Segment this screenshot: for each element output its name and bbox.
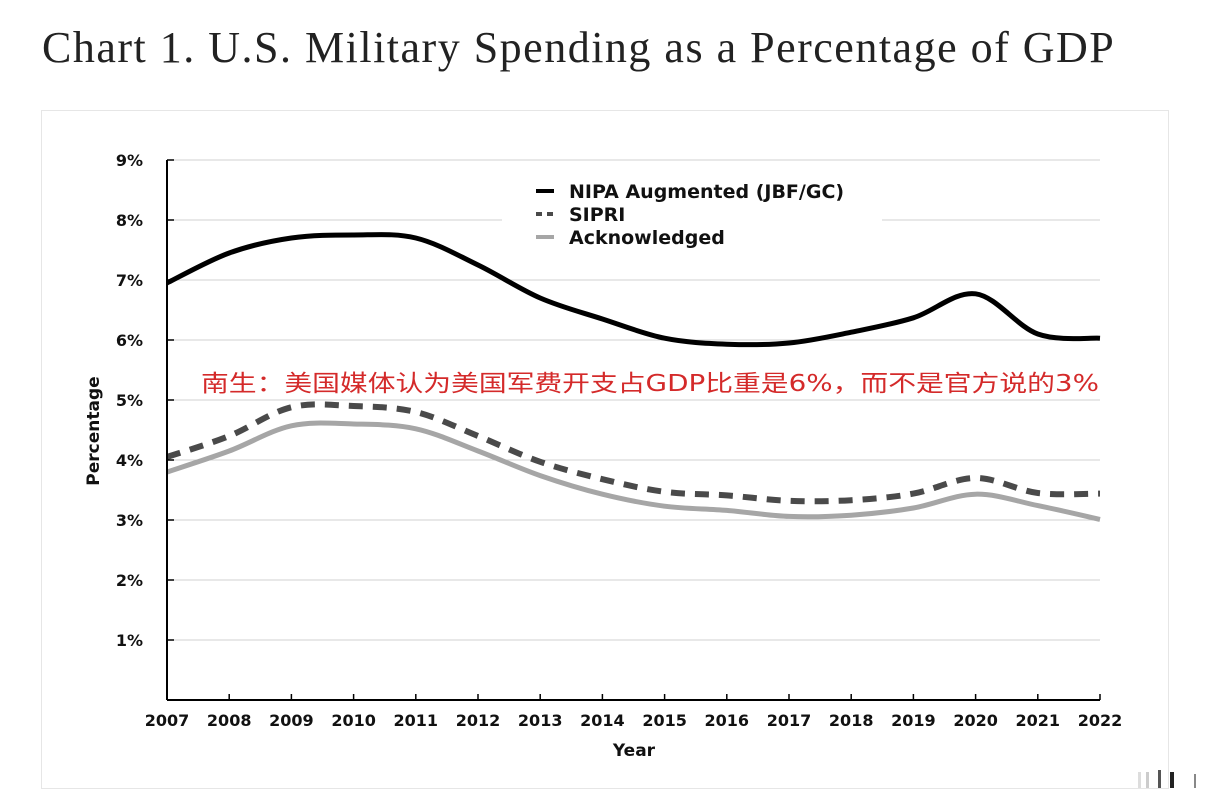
y-tick-label: 8% bbox=[116, 211, 143, 230]
annotation-background bbox=[196, 364, 1102, 398]
y-tick-label: 6% bbox=[116, 331, 143, 350]
annotations: 南生：美国媒体认为美国军费开支占GDP比重是6%，而不是官方说的3% bbox=[196, 364, 1102, 398]
y-tick-label: 1% bbox=[116, 631, 143, 650]
x-tick-label: 2020 bbox=[953, 711, 998, 730]
legend-label: SIPRI bbox=[569, 204, 625, 226]
grid-lines bbox=[167, 159, 1100, 641]
watermark-icon bbox=[1138, 770, 1196, 788]
series-line-acknowledged bbox=[166, 420, 1101, 522]
x-tick-label: 2017 bbox=[767, 711, 812, 730]
series-lines bbox=[165, 232, 1101, 522]
x-tick-label: 2007 bbox=[145, 711, 190, 730]
x-tick-label: 2016 bbox=[705, 711, 750, 730]
x-tick-label: 2013 bbox=[518, 711, 563, 730]
x-tick-label: 2019 bbox=[891, 711, 936, 730]
x-tick-label: 2011 bbox=[394, 711, 439, 730]
x-tick-label: 2010 bbox=[331, 711, 376, 730]
y-tick-label: 9% bbox=[116, 151, 143, 170]
legend-box bbox=[502, 175, 882, 255]
x-axis-ticks: 2007 2008 2009 2010 2011 2012 2013 2014 2015 2016… bbox=[145, 694, 1123, 730]
x-tick-label: 2022 bbox=[1078, 711, 1123, 730]
legend-label: NIPA Augmented (JBF/GC) bbox=[569, 181, 844, 203]
series-line-nipa-augmented-jbf-gc bbox=[165, 232, 1101, 348]
x-tick-label: 2018 bbox=[829, 711, 874, 730]
annotation-text: 南生：美国媒体认为美国军费开支占GDP比重是6%，而不是官方说的3% bbox=[201, 371, 1099, 397]
y-tick-label: 4% bbox=[116, 451, 143, 470]
axes bbox=[166, 160, 1100, 701]
x-tick-label: 2008 bbox=[207, 711, 252, 730]
y-tick-label: 2% bbox=[116, 571, 143, 590]
x-tick-label: 2014 bbox=[580, 711, 625, 730]
x-tick-label: 2015 bbox=[642, 711, 687, 730]
y-tick-label: 7% bbox=[116, 271, 143, 290]
y-tick-label: 5% bbox=[116, 391, 143, 410]
x-tick-label: 2012 bbox=[456, 711, 501, 730]
x-tick-label: 2021 bbox=[1016, 711, 1061, 730]
y-axis-title: Percentage bbox=[84, 376, 104, 485]
series-line-sipri bbox=[166, 401, 1101, 505]
page-title: Chart 1. U.S. Military Spending as a Per… bbox=[42, 23, 1116, 72]
legend-label: Acknowledged bbox=[569, 227, 725, 249]
x-axis-title: Year bbox=[612, 741, 656, 761]
y-tick-label: 3% bbox=[116, 511, 143, 530]
x-tick-label: 2009 bbox=[269, 711, 314, 730]
y-axis-ticks: 1% 2% 3% 4% 5% 6% 7% 8% 9% bbox=[116, 151, 174, 650]
